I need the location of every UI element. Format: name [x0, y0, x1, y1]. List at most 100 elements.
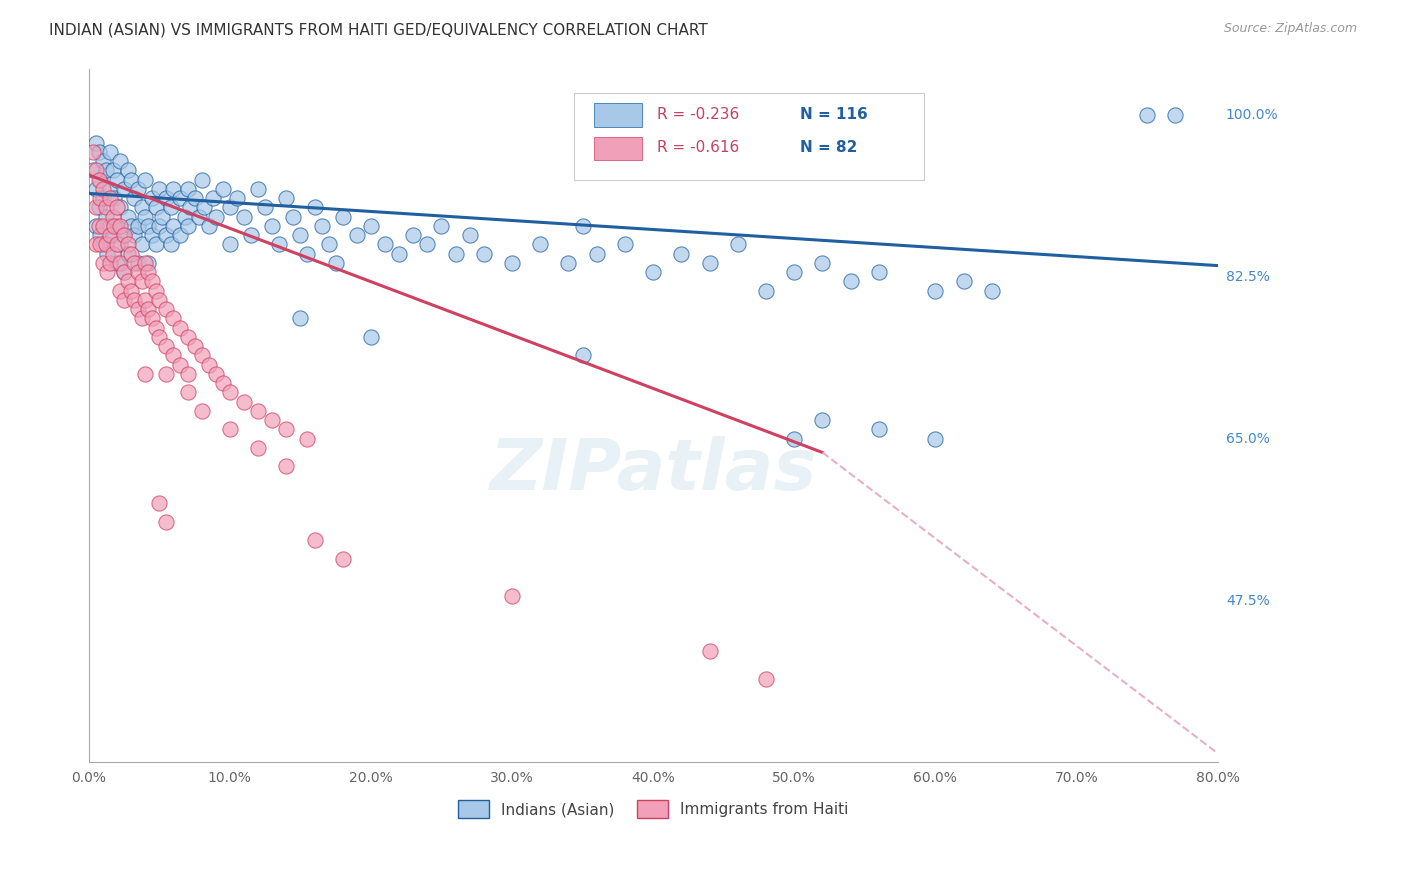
- Point: [127, 182, 149, 196]
- Point: [134, 293, 156, 307]
- Point: [571, 219, 593, 233]
- Point: [262, 413, 284, 427]
- Point: [108, 256, 131, 270]
- Text: 100.0%: 100.0%: [1226, 108, 1278, 122]
- Point: [176, 367, 198, 381]
- Point: [727, 237, 749, 252]
- Point: [141, 311, 163, 326]
- Point: [783, 432, 806, 446]
- Point: [159, 237, 181, 252]
- Point: [557, 256, 579, 270]
- Point: [84, 237, 107, 252]
- Point: [218, 200, 240, 214]
- Point: [311, 219, 333, 233]
- Point: [155, 228, 177, 243]
- Point: [120, 172, 142, 186]
- Point: [980, 284, 1002, 298]
- Point: [89, 228, 111, 243]
- Point: [127, 219, 149, 233]
- Point: [283, 210, 305, 224]
- Point: [276, 459, 298, 474]
- Point: [755, 672, 778, 686]
- Point: [501, 589, 523, 603]
- Point: [155, 515, 177, 529]
- Point: [360, 330, 382, 344]
- Point: [122, 191, 145, 205]
- Point: [117, 210, 139, 224]
- Text: N = 116: N = 116: [800, 107, 868, 122]
- Point: [755, 284, 778, 298]
- Point: [276, 422, 298, 436]
- Point: [120, 284, 142, 298]
- Point: [131, 274, 153, 288]
- Point: [211, 376, 233, 390]
- Point: [84, 200, 107, 214]
- Point: [276, 191, 298, 205]
- Point: [148, 293, 170, 307]
- Point: [84, 136, 107, 150]
- Point: [84, 219, 107, 233]
- Point: [112, 265, 135, 279]
- Point: [247, 404, 270, 418]
- Point: [187, 210, 209, 224]
- Point: [699, 644, 721, 658]
- Point: [134, 210, 156, 224]
- Point: [108, 200, 131, 214]
- Point: [783, 265, 806, 279]
- Legend: Indians (Asian), Immigrants from Haiti: Indians (Asian), Immigrants from Haiti: [451, 794, 855, 824]
- Text: 65.0%: 65.0%: [1226, 432, 1270, 446]
- Point: [247, 441, 270, 455]
- Point: [89, 237, 111, 252]
- Point: [211, 182, 233, 196]
- Point: [96, 265, 118, 279]
- Point: [240, 228, 263, 243]
- Point: [134, 172, 156, 186]
- Point: [197, 219, 219, 233]
- Point: [94, 163, 117, 178]
- Point: [112, 265, 135, 279]
- Point: [145, 320, 167, 334]
- Point: [193, 200, 215, 214]
- Point: [169, 191, 191, 205]
- Point: [148, 182, 170, 196]
- Text: R = -0.236: R = -0.236: [657, 107, 738, 122]
- Point: [176, 385, 198, 400]
- Point: [136, 265, 159, 279]
- Point: [108, 219, 131, 233]
- Point: [402, 228, 425, 243]
- Point: [122, 256, 145, 270]
- Point: [122, 228, 145, 243]
- Point: [162, 348, 184, 362]
- Point: [218, 237, 240, 252]
- Point: [87, 219, 110, 233]
- Point: [585, 246, 607, 260]
- Point: [134, 367, 156, 381]
- Point: [179, 200, 201, 214]
- Point: [811, 413, 834, 427]
- Point: [117, 246, 139, 260]
- Point: [94, 210, 117, 224]
- Point: [176, 330, 198, 344]
- Point: [141, 274, 163, 288]
- Point: [176, 219, 198, 233]
- Point: [225, 191, 247, 205]
- Point: [155, 191, 177, 205]
- Point: [204, 367, 226, 381]
- Point: [444, 246, 467, 260]
- Point: [120, 219, 142, 233]
- Point: [105, 219, 128, 233]
- Point: [332, 552, 354, 566]
- Point: [145, 200, 167, 214]
- Text: N = 82: N = 82: [800, 140, 858, 155]
- Point: [120, 246, 142, 260]
- Point: [155, 367, 177, 381]
- Point: [108, 237, 131, 252]
- Point: [108, 154, 131, 169]
- Point: [297, 432, 319, 446]
- Point: [84, 182, 107, 196]
- Point: [346, 228, 368, 243]
- Point: [162, 219, 184, 233]
- Point: [87, 200, 110, 214]
- Point: [218, 385, 240, 400]
- Point: [98, 219, 121, 233]
